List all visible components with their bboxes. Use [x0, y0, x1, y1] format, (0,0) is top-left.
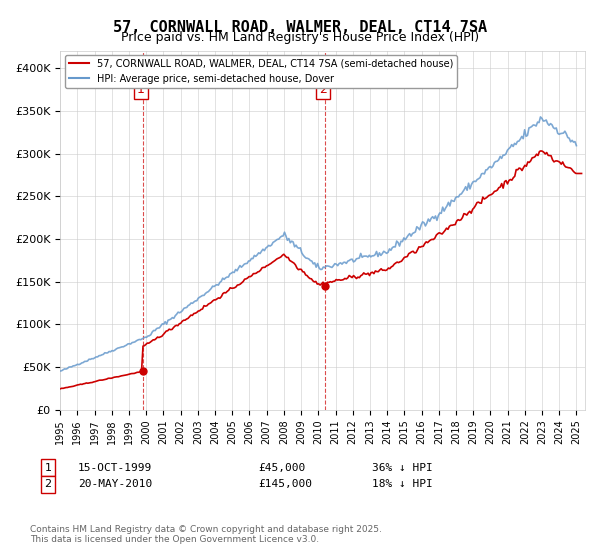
Text: 18% ↓ HPI: 18% ↓ HPI [372, 479, 433, 489]
Text: 1: 1 [44, 463, 52, 473]
Text: 1: 1 [137, 83, 145, 96]
Text: 2: 2 [44, 479, 52, 489]
Text: 15-OCT-1999: 15-OCT-1999 [78, 463, 152, 473]
Text: £45,000: £45,000 [258, 463, 305, 473]
Text: 2: 2 [319, 83, 327, 96]
Text: 36% ↓ HPI: 36% ↓ HPI [372, 463, 433, 473]
Text: 20-MAY-2010: 20-MAY-2010 [78, 479, 152, 489]
Text: £145,000: £145,000 [258, 479, 312, 489]
Text: Contains HM Land Registry data © Crown copyright and database right 2025.
This d: Contains HM Land Registry data © Crown c… [30, 525, 382, 544]
Text: Price paid vs. HM Land Registry's House Price Index (HPI): Price paid vs. HM Land Registry's House … [121, 31, 479, 44]
Text: 57, CORNWALL ROAD, WALMER, DEAL, CT14 7SA: 57, CORNWALL ROAD, WALMER, DEAL, CT14 7S… [113, 20, 487, 35]
Legend: 57, CORNWALL ROAD, WALMER, DEAL, CT14 7SA (semi-detached house), HPI: Average pr: 57, CORNWALL ROAD, WALMER, DEAL, CT14 7S… [65, 55, 457, 87]
